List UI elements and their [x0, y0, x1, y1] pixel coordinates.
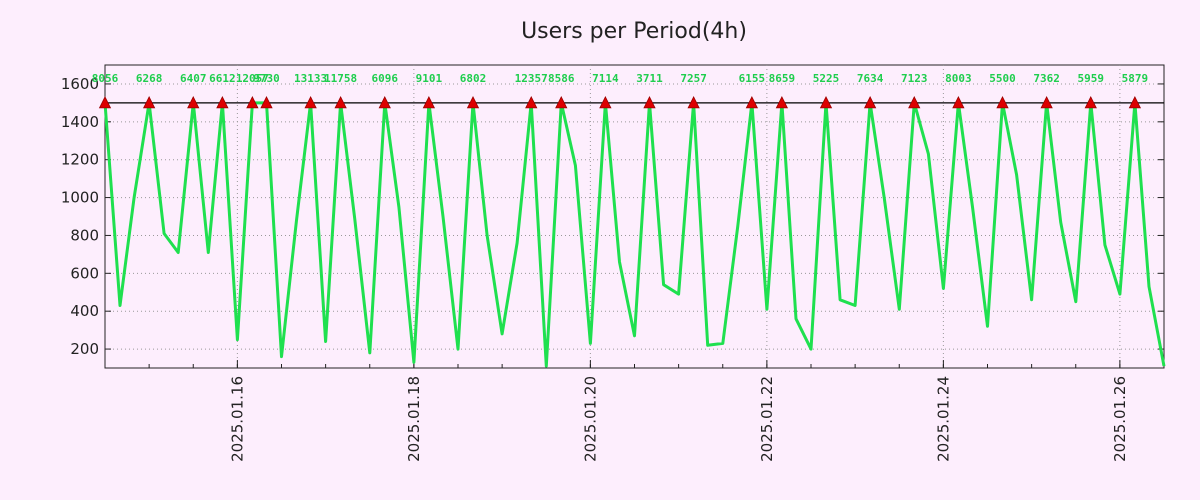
peak-marker: [687, 95, 700, 109]
peak-markers: [98, 95, 1142, 109]
peak-label: 5500: [989, 72, 1016, 85]
peak-label: 7362: [1033, 72, 1060, 85]
peak-marker: [260, 95, 273, 109]
peak-label: 6612: [209, 72, 236, 85]
peak-marker: [142, 95, 156, 109]
peak-label: 8586: [548, 72, 575, 85]
peak-label: 5879: [1122, 72, 1149, 85]
peak-marker: [1084, 95, 1097, 109]
peak-label: 5225: [813, 72, 840, 85]
peak-label: 9101: [416, 72, 443, 85]
peak-marker: [863, 95, 877, 109]
peak-label: 8003: [945, 72, 972, 85]
peak-label: 5959: [1078, 72, 1105, 85]
x-tick-label: 2025.01.18: [405, 376, 423, 462]
peak-label: 7114: [592, 72, 619, 85]
y-tick-label: 1600: [61, 75, 99, 93]
x-tick-label: 2025.01.22: [758, 376, 776, 462]
peak-label: 8056: [92, 72, 119, 85]
peak-marker: [952, 95, 965, 109]
peak-marker: [304, 95, 317, 109]
peak-marker: [466, 95, 480, 109]
peak-marker: [525, 95, 538, 109]
peak-label: 11758: [324, 72, 357, 85]
peak-marker: [745, 95, 759, 109]
peak-label: 13133: [294, 72, 327, 85]
peak-label: 6268: [136, 72, 163, 85]
y-tick-label: 800: [70, 226, 99, 244]
y-tick-label: 600: [70, 264, 99, 282]
y-tick-label: 1000: [61, 189, 99, 207]
y-tick-label: 1400: [61, 113, 99, 131]
peak-marker: [996, 95, 1009, 109]
peak-marker: [643, 95, 656, 109]
peak-marker: [775, 95, 789, 109]
peak-marker: [599, 95, 612, 109]
peak-label: 6802: [460, 72, 487, 85]
peak-marker: [908, 95, 921, 109]
peak-label: 7257: [680, 72, 707, 85]
peak-label: 6155: [739, 72, 766, 85]
peak-marker: [334, 95, 347, 109]
peak-label: 7123: [901, 72, 928, 85]
peak-label: 3711: [636, 72, 663, 85]
peak-marker: [1128, 95, 1142, 109]
peak-marker: [555, 95, 568, 109]
peak-marker: [187, 95, 200, 109]
x-tick-label: 2025.01.24: [934, 376, 952, 462]
peak-label: 8659: [769, 72, 796, 85]
peak-marker: [216, 95, 229, 109]
peak-label: 6096: [372, 72, 399, 85]
peak-label: 9730: [253, 72, 280, 85]
x-tick-label: 2025.01.16: [228, 376, 246, 462]
peak-label: 12357: [515, 72, 548, 85]
peak-marker: [378, 95, 391, 109]
x-tick-label: 2025.01.20: [581, 376, 599, 462]
x-tick-label: 2025.01.26: [1111, 376, 1129, 462]
peak-marker: [98, 95, 112, 109]
peak-marker: [819, 95, 833, 109]
peak-marker: [422, 95, 436, 109]
axes: 200 400 600 800 1000 1200 1400 1600 2025.01.16 20…: [61, 75, 1165, 462]
peak-marker: [1040, 95, 1053, 109]
y-tick-label: 200: [70, 340, 99, 358]
series-line: [103, 101, 1166, 368]
peak-label: 6407: [180, 72, 207, 85]
peak-label: 7634: [857, 72, 884, 85]
peak-marker: [246, 95, 259, 109]
y-tick-label: 1200: [61, 151, 99, 169]
peak-label: 12057: [236, 72, 269, 85]
chart-title: Users per Period(4h): [521, 19, 747, 44]
y-tick-label: 400: [70, 302, 99, 320]
